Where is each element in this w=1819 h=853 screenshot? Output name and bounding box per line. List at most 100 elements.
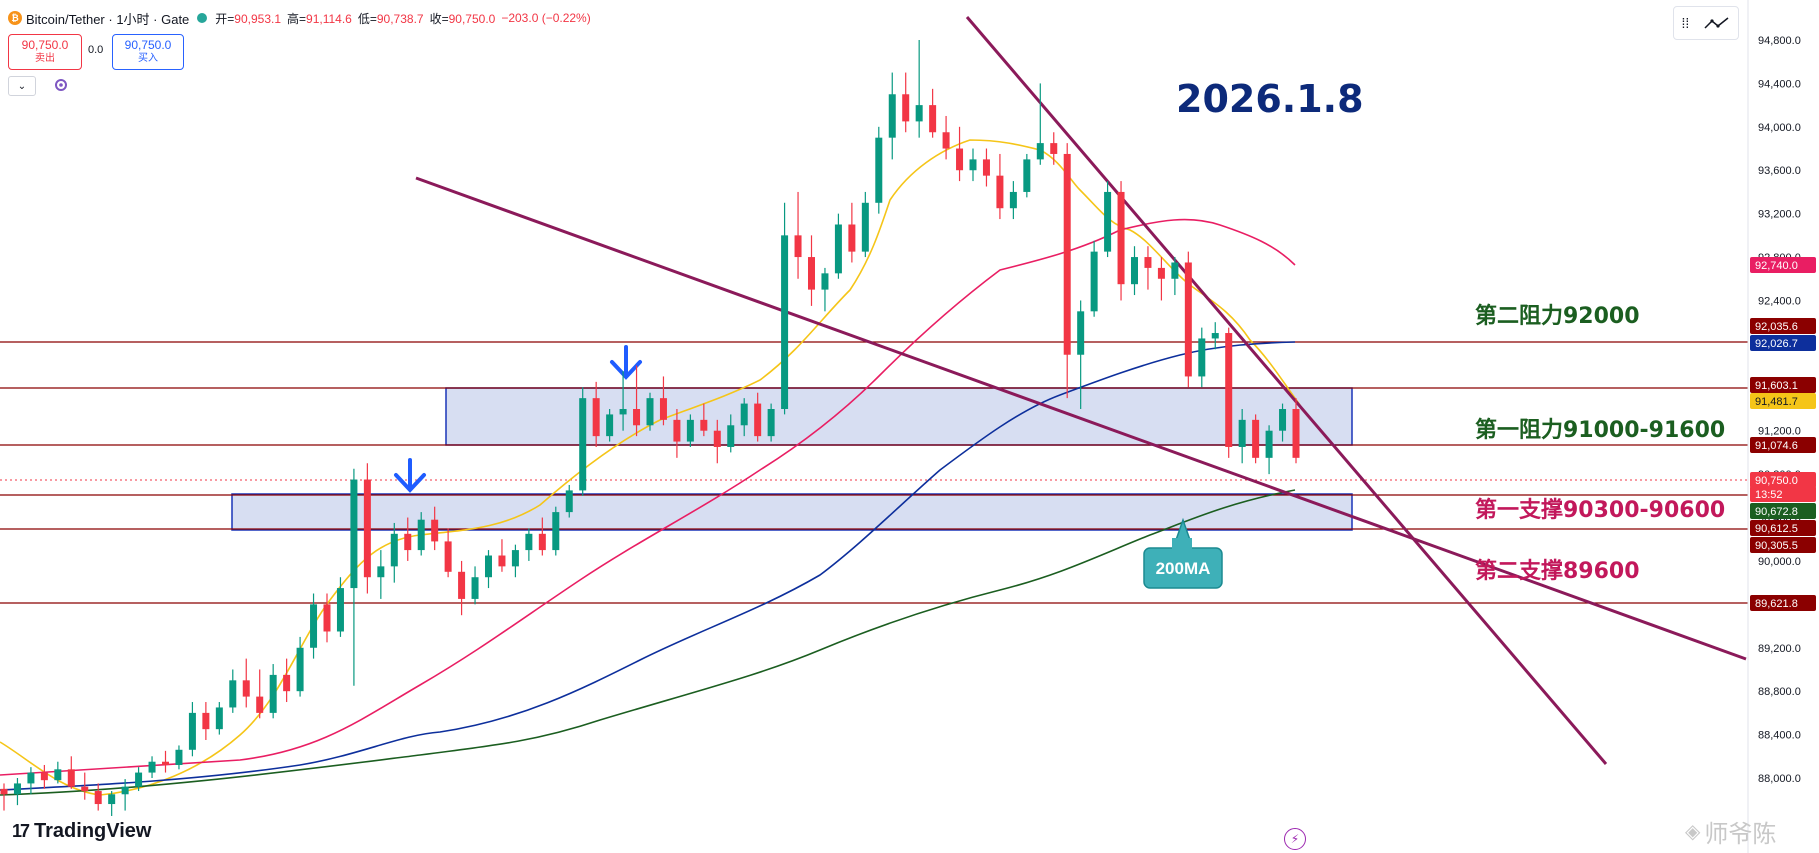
candle-body <box>390 533 398 567</box>
candle-body <box>1252 419 1260 458</box>
trendline-descending-long[interactable] <box>415 176 1747 661</box>
price-tick-label: 89,200.0 <box>1758 643 1801 655</box>
ma200-callout[interactable]: 200MA <box>1143 517 1223 589</box>
drag-handle-icon[interactable]: ⁞⁞ <box>1681 15 1690 31</box>
buy-button[interactable]: 90,750.0 买入 <box>112 34 184 70</box>
refresh-icon[interactable] <box>54 78 68 92</box>
close-value: 90,750.0 <box>448 11 496 26</box>
candle-body <box>713 430 721 447</box>
candle-body <box>296 647 304 692</box>
candle-body <box>700 419 708 431</box>
candle-body <box>808 257 815 290</box>
high-label: 高= <box>287 11 307 26</box>
price-badge <box>1750 437 1816 453</box>
low-value: 90,738.7 <box>376 11 424 26</box>
candle-body <box>633 409 641 426</box>
candle-body <box>686 419 694 442</box>
candle-body <box>363 479 371 578</box>
watermark-logo-icon: ◈ <box>1685 821 1701 843</box>
candle-body <box>969 159 977 171</box>
price-tick-label: 93,200.0 <box>1758 209 1801 221</box>
trendline-descending-steep[interactable] <box>965 16 1608 765</box>
chart-date-title: 2026.1.8 <box>1176 77 1364 121</box>
price-badge-label: 89,621.8 <box>1755 598 1798 610</box>
candle-body <box>538 533 546 551</box>
resistance2-label: 第二阻力92000 <box>1475 303 1640 329</box>
candle-body <box>552 512 560 551</box>
candle-body <box>202 712 210 730</box>
price-badge <box>1750 503 1816 519</box>
collapse-button[interactable]: ⌄ <box>8 76 36 96</box>
candle-body <box>0 788 8 795</box>
price-badge <box>1750 486 1816 502</box>
candle-body <box>135 772 143 787</box>
drawing-toolbox[interactable]: ⁞⁞ <box>1673 6 1739 40</box>
candle-body <box>659 398 667 420</box>
candle-body <box>27 772 35 784</box>
candle-body <box>1198 338 1206 377</box>
candle-body <box>1063 153 1071 355</box>
candle-body <box>646 398 654 426</box>
candle-body <box>377 566 385 578</box>
candle-body <box>942 132 950 149</box>
candle-body <box>781 235 789 409</box>
candle-body <box>458 571 466 599</box>
candle-body <box>94 791 102 805</box>
candle-body <box>1292 409 1300 458</box>
candle-body <box>1090 251 1098 312</box>
candle-body <box>915 105 923 122</box>
high-value: 91,114.6 <box>306 11 352 26</box>
tradingview-logo[interactable]: 17 TradingView <box>12 820 151 843</box>
price-badge-label: 92,035.6 <box>1755 321 1798 333</box>
watermark: ◈ 师爷陈 <box>1685 814 1776 849</box>
ma-fast-line <box>0 139 1301 796</box>
candle-body <box>188 712 196 750</box>
lightning-icon[interactable]: ⚡ <box>1284 828 1306 850</box>
symbol-title[interactable]: Bitcoin/Tether · 1小时 · Gate <box>26 11 190 27</box>
candle-body <box>1171 262 1179 279</box>
watermark-text: 师爷陈 <box>1704 821 1777 848</box>
open-label: 开= <box>215 11 235 26</box>
candle-body <box>40 772 48 781</box>
sell-button[interactable]: 90,750.0 卖出 <box>8 34 82 70</box>
candle-body <box>740 403 748 426</box>
price-badge-label: 91,481.7 <box>1755 396 1798 408</box>
price-badge <box>1750 318 1816 334</box>
price-badge-label: 91,074.6 <box>1755 440 1798 452</box>
price-badge-label: 90,305.5 <box>1755 540 1798 552</box>
ma-slow-line <box>0 341 1296 791</box>
candle-body <box>956 148 964 171</box>
candles <box>0 40 1300 816</box>
bitcoin-icon: ₿ <box>8 11 22 25</box>
candle-body <box>888 94 896 138</box>
price-badge-label: 90,750.0 <box>1755 475 1798 487</box>
candle-body <box>1050 143 1058 154</box>
candle-body <box>875 137 883 203</box>
down-arrow-icon <box>610 345 642 380</box>
candle-body <box>336 588 344 632</box>
ma200-line <box>0 489 1296 796</box>
tradingview-brand: TradingView <box>34 820 152 842</box>
candle-body <box>673 419 681 442</box>
candle-body <box>565 490 573 513</box>
buy-label: 买入 <box>138 53 158 64</box>
candle-body <box>498 555 506 567</box>
support1-label: 第一支撑90300-90600 <box>1475 497 1725 523</box>
support2-label: 第二支撑89600 <box>1475 558 1640 584</box>
line-tool-icon[interactable] <box>1704 16 1730 30</box>
candle-body <box>767 409 775 437</box>
change-value: −203.0 (−0.22%) <box>501 11 591 25</box>
candle-body <box>417 519 425 551</box>
candle-body <box>511 550 519 567</box>
candle-body <box>525 533 533 551</box>
candle-body <box>162 761 169 765</box>
price-tick-label: 92,400.0 <box>1758 295 1801 307</box>
candle-body <box>861 202 869 252</box>
candle-body <box>619 409 627 415</box>
close-label: 收= <box>429 11 449 26</box>
sell-label: 卖出 <box>35 53 55 64</box>
candle-body <box>1023 159 1031 192</box>
price-axis[interactable]: 94,800.0 94,400.0 94,000.0 93,600.0 93,200.0… <box>1747 0 1819 853</box>
